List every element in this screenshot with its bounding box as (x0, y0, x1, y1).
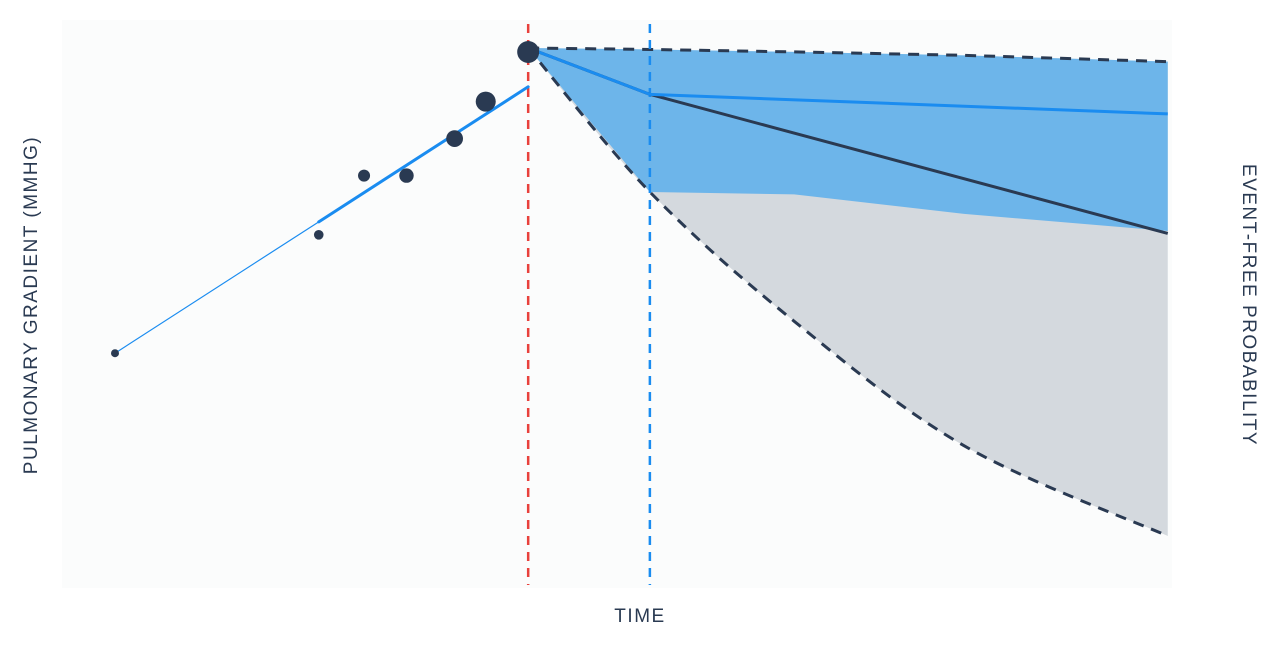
survival-band-upper-edge (528, 46, 1168, 64)
gradient-trend-thin (114, 221, 320, 354)
survival-inner-band (528, 48, 1168, 231)
gradient-points (111, 91, 496, 358)
gradient-point-2 (313, 230, 324, 240)
gradient-trend-thick (317, 85, 530, 224)
survival-start-marker (517, 41, 540, 63)
survival-curve-2 (527, 46, 1168, 116)
survival-curves (527, 46, 1169, 235)
y-axis-right-label: EVENT-FREE PROBABILITY (1238, 163, 1259, 447)
gradient-point-1 (111, 349, 119, 358)
gradient-point-4 (399, 168, 414, 183)
survival-band-lower-edge (527, 47, 1169, 538)
gradient-point-6 (475, 91, 496, 112)
gradient-trend-lines (114, 85, 530, 354)
x-axis-label: TIME (614, 606, 666, 627)
gradient-point-5 (446, 130, 463, 148)
gradient-point-3 (358, 169, 371, 182)
y-axis-left-label: PULMONARY GRADIENT (MMHG) (21, 135, 42, 475)
